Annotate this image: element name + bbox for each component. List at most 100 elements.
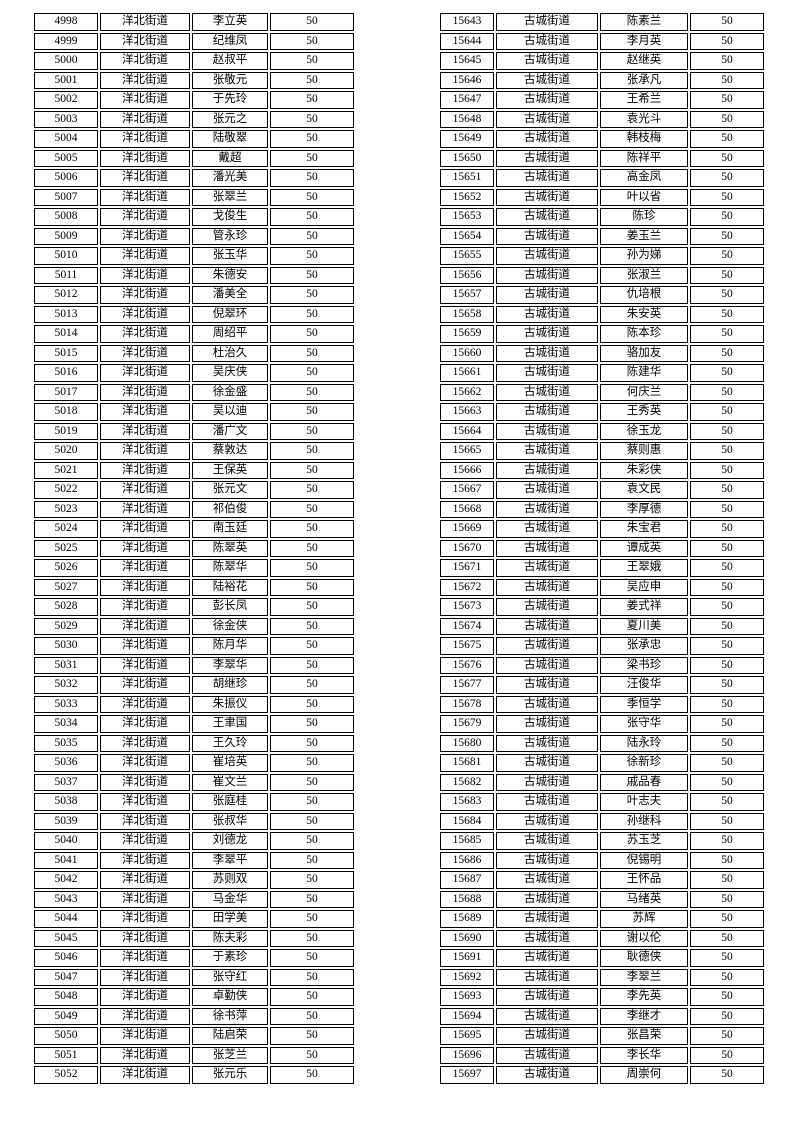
person-name-cell: 张淑兰 <box>600 266 688 284</box>
table-row: 5052 洋北街道 张元乐 50 <box>34 1066 354 1084</box>
table-row: 5049 洋北街道 徐书萍 50 <box>34 1007 354 1025</box>
person-name-cell: 张翠兰 <box>192 188 268 206</box>
serial-number-cell: 5040 <box>34 832 98 850</box>
person-name-cell: 梁书珍 <box>600 656 688 674</box>
serial-number-cell: 15685 <box>440 832 494 850</box>
serial-number-cell: 5022 <box>34 481 98 499</box>
amount-cell: 50 <box>690 695 764 713</box>
amount-cell: 50 <box>270 130 354 148</box>
table-row: 5051 洋北街道 张芝兰 50 <box>34 1046 354 1064</box>
table-row: 4999 洋北街道 纪维凤 50 <box>34 32 354 50</box>
serial-number-cell: 15670 <box>440 539 494 557</box>
table-row: 15687 古城街道 王怀品 50 <box>440 871 764 889</box>
amount-cell: 50 <box>270 598 354 616</box>
person-name-cell: 陆敬翠 <box>192 130 268 148</box>
serial-number-cell: 5044 <box>34 910 98 928</box>
amount-cell: 50 <box>690 266 764 284</box>
table-row: 5023 洋北街道 祁伯俊 50 <box>34 500 354 518</box>
table-row: 15669 古城街道 朱宝君 50 <box>440 520 764 538</box>
person-name-cell: 戈俊生 <box>192 208 268 226</box>
district-cell: 古城街道 <box>496 656 598 674</box>
district-cell: 洋北街道 <box>100 520 190 538</box>
serial-number-cell: 5038 <box>34 793 98 811</box>
table-row: 5027 洋北街道 陆裕花 50 <box>34 578 354 596</box>
amount-cell: 50 <box>270 734 354 752</box>
district-cell: 古城街道 <box>496 812 598 830</box>
amount-cell: 50 <box>690 929 764 947</box>
person-name-cell: 胡继珍 <box>192 676 268 694</box>
district-cell: 洋北街道 <box>100 500 190 518</box>
serial-number-cell: 15675 <box>440 637 494 655</box>
amount-cell: 50 <box>270 52 354 70</box>
person-name-cell: 李月英 <box>600 32 688 50</box>
table-row: 15677 古城街道 汪俊华 50 <box>440 676 764 694</box>
serial-number-cell: 15678 <box>440 695 494 713</box>
district-cell: 古城街道 <box>496 578 598 596</box>
district-cell: 洋北街道 <box>100 539 190 557</box>
amount-cell: 50 <box>690 637 764 655</box>
person-name-cell: 李翠平 <box>192 851 268 869</box>
serial-number-cell: 15665 <box>440 442 494 460</box>
amount-cell: 50 <box>690 442 764 460</box>
amount-cell: 50 <box>690 656 764 674</box>
district-cell: 洋北街道 <box>100 1046 190 1064</box>
table-row: 5037 洋北街道 崔文兰 50 <box>34 773 354 791</box>
district-cell: 古城街道 <box>496 676 598 694</box>
person-name-cell: 王聿国 <box>192 715 268 733</box>
person-name-cell: 王翠娥 <box>600 559 688 577</box>
serial-number-cell: 5018 <box>34 403 98 421</box>
table-row: 5017 洋北街道 徐金盛 50 <box>34 383 354 401</box>
table-row: 5020 洋北街道 蔡敦达 50 <box>34 442 354 460</box>
serial-number-cell: 5001 <box>34 71 98 89</box>
table-row: 5025 洋北街道 陈翠英 50 <box>34 539 354 557</box>
table-row: 15696 古城街道 李长华 50 <box>440 1046 764 1064</box>
district-cell: 古城街道 <box>496 1046 598 1064</box>
amount-cell: 50 <box>270 188 354 206</box>
person-name-cell: 张承凡 <box>600 71 688 89</box>
table-row: 15647 古城街道 王希兰 50 <box>440 91 764 109</box>
serial-number-cell: 5046 <box>34 949 98 967</box>
table-row: 15652 古城街道 叶以省 50 <box>440 188 764 206</box>
person-name-cell: 倪锡明 <box>600 851 688 869</box>
table-row: 5001 洋北街道 张敬元 50 <box>34 71 354 89</box>
table-row: 15643 古城街道 陈素兰 50 <box>440 13 764 31</box>
district-cell: 古城街道 <box>496 793 598 811</box>
district-cell: 古城街道 <box>496 598 598 616</box>
serial-number-cell: 15653 <box>440 208 494 226</box>
district-cell: 古城街道 <box>496 227 598 245</box>
table-row: 5005 洋北街道 戴超 50 <box>34 149 354 167</box>
person-name-cell: 王保英 <box>192 461 268 479</box>
person-name-cell: 徐玉龙 <box>600 422 688 440</box>
table-row: 5000 洋北街道 赵叔平 50 <box>34 52 354 70</box>
district-cell: 古城街道 <box>496 910 598 928</box>
serial-number-cell: 5006 <box>34 169 98 187</box>
district-cell: 洋北街道 <box>100 286 190 304</box>
amount-cell: 50 <box>270 754 354 772</box>
person-name-cell: 袁光斗 <box>600 110 688 128</box>
district-cell: 洋北街道 <box>100 383 190 401</box>
amount-cell: 50 <box>270 110 354 128</box>
amount-cell: 50 <box>270 656 354 674</box>
district-cell: 洋北街道 <box>100 812 190 830</box>
person-name-cell: 陆裕花 <box>192 578 268 596</box>
amount-cell: 50 <box>690 500 764 518</box>
serial-number-cell: 15664 <box>440 422 494 440</box>
district-cell: 古城街道 <box>496 188 598 206</box>
amount-cell: 50 <box>270 247 354 265</box>
serial-number-cell: 15694 <box>440 1007 494 1025</box>
amount-cell: 50 <box>690 754 764 772</box>
amount-cell: 50 <box>270 812 354 830</box>
serial-number-cell: 5014 <box>34 325 98 343</box>
person-name-cell: 谭成英 <box>600 539 688 557</box>
district-cell: 洋北街道 <box>100 305 190 323</box>
person-name-cell: 张承忠 <box>600 637 688 655</box>
district-cell: 古城街道 <box>496 500 598 518</box>
amount-cell: 50 <box>690 383 764 401</box>
amount-cell: 50 <box>690 110 764 128</box>
roster-table-right: 15643 古城街道 陈素兰 50 15644 古城街道 李月英 50 1564… <box>438 11 766 1086</box>
person-name-cell: 耿德侠 <box>600 949 688 967</box>
person-name-cell: 潘光美 <box>192 169 268 187</box>
serial-number-cell: 15649 <box>440 130 494 148</box>
district-cell: 古城街道 <box>496 422 598 440</box>
